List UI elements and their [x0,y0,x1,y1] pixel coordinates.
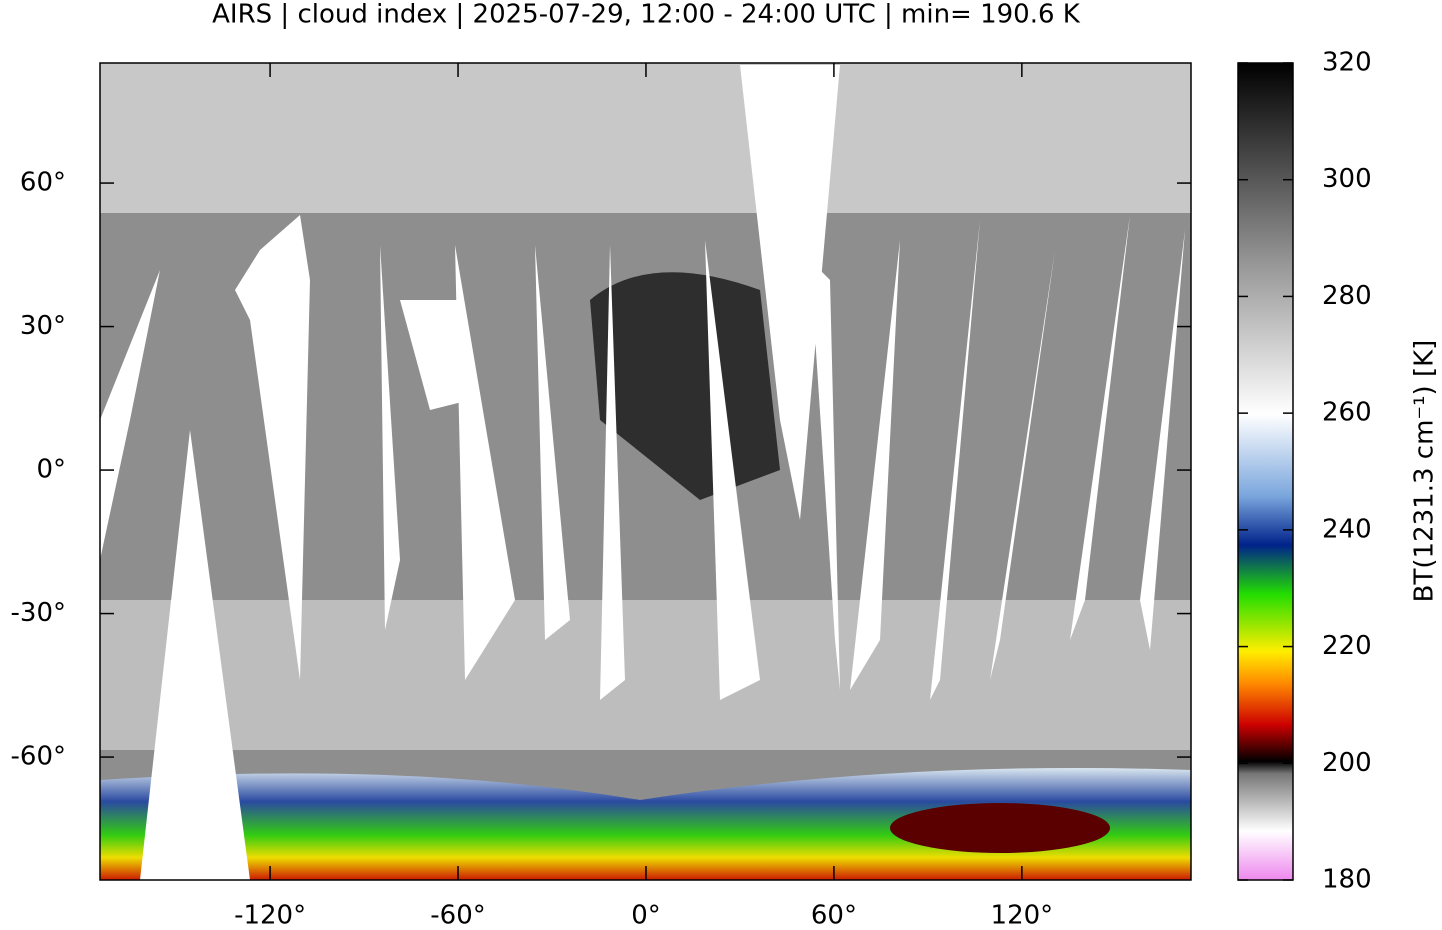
southern-clouds [100,600,1191,750]
colorbar-label: BT(1231.3 cm⁻¹) [K] [1410,340,1440,603]
chart-title: AIRS | cloud index | 2025-07-29, 12:00 -… [212,0,1081,30]
y-tick-label: 30° [20,311,66,341]
x-tick-label: 120° [991,901,1054,930]
colorbar-tick-label: 220 [1322,631,1372,661]
swath-gaps [100,65,1185,880]
y-tick-label: -30° [11,598,66,628]
x-tick-label: -120° [234,901,306,930]
arctic-clouds [100,63,1191,213]
sahara-warm [590,272,780,500]
x-tick-label: -60° [430,901,485,930]
colorbar [1237,62,1294,881]
colorbar-tick-label: 320 [1322,48,1372,78]
colorbar-tick-label: 260 [1322,398,1372,428]
colorbar-tick-label: 240 [1322,514,1372,544]
y-tick-label: 0° [36,455,66,485]
colorbar-tick-label: 300 [1322,164,1372,194]
map-image [100,63,1191,880]
antarctic-clouds [100,768,1191,880]
y-tick-label: 60° [20,168,66,198]
colorbar-tick-label: 280 [1322,281,1372,311]
colorbar-tick-label: 200 [1322,748,1372,778]
x-tick-label: 60° [811,901,857,930]
colorbar-tick-label: 180 [1322,865,1372,895]
x-tick-label: 0° [631,901,661,930]
cold-core [890,803,1110,853]
y-tick-label: -60° [11,742,66,772]
